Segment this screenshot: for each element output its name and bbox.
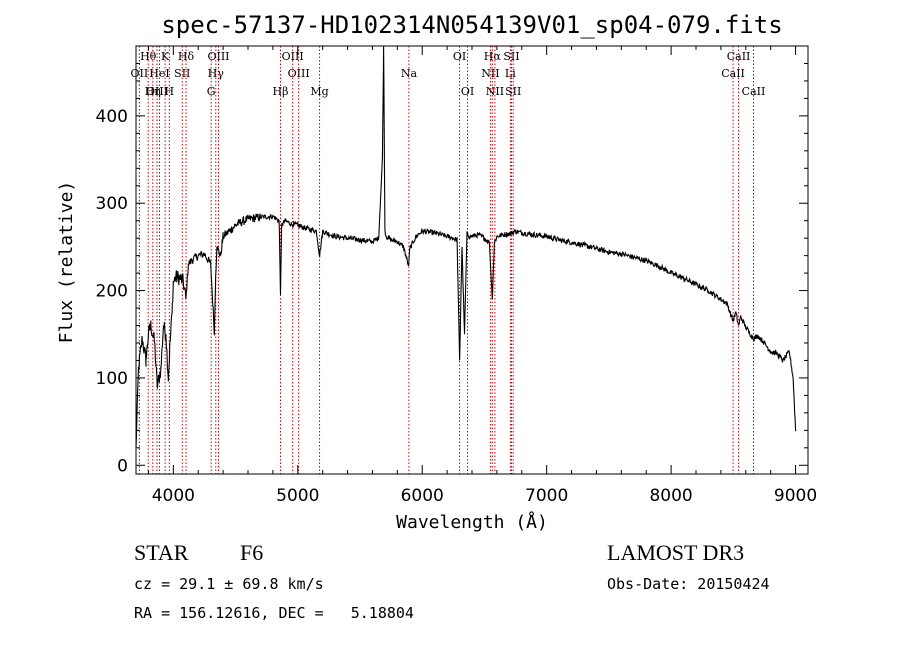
line-label: G xyxy=(207,85,216,98)
x-tick-label: 4000 xyxy=(152,486,195,506)
x-tick-label: 8000 xyxy=(649,486,692,506)
y-tick-label: 100 xyxy=(96,369,128,389)
y-tick-label: 200 xyxy=(96,282,128,302)
line-label: CaII xyxy=(727,50,751,63)
coordinates-info: RA = 156.12616, DEC = 5.18804 xyxy=(134,604,414,622)
spectrum-line xyxy=(135,45,797,448)
line-label: K xyxy=(161,50,170,63)
line-label: HeI xyxy=(149,67,169,80)
line-label: NII xyxy=(486,85,504,98)
redshift-info: cz = 29.1 ± 69.8 km/s xyxy=(134,575,324,593)
x-axis-ticks: 4000 5000 6000 7000 8000 9000 xyxy=(147,46,817,506)
survey-name: LAMOST DR3 xyxy=(607,540,745,565)
line-label: OI xyxy=(453,50,466,63)
y-tick-label: 400 xyxy=(96,107,128,127)
line-label: OIII xyxy=(288,67,310,80)
line-label: NII xyxy=(481,67,499,80)
x-tick-label: 9000 xyxy=(774,486,817,506)
line-label: Hη xyxy=(145,85,161,98)
plot-frame xyxy=(135,45,809,475)
y-tick-label: 0 xyxy=(117,456,128,476)
line-label: OI xyxy=(461,85,474,98)
line-label: Hδ xyxy=(178,50,195,63)
line-label: H xyxy=(165,85,175,98)
y-tick-label: 300 xyxy=(96,194,128,214)
spectral-line-markers xyxy=(138,46,754,474)
object-subclass: F6 xyxy=(240,540,264,565)
line-label: Mg xyxy=(310,85,328,98)
y-axis-ticks: 0 100 200 300 400 xyxy=(96,62,808,476)
chart-title: spec-57137-HD102314N054139V01_sp04-079.f… xyxy=(161,11,782,39)
line-label: SII xyxy=(174,67,190,80)
line-label: SII xyxy=(503,50,519,63)
line-label: Na xyxy=(401,67,418,80)
x-tick-label: 5000 xyxy=(276,486,319,506)
line-label: CaII xyxy=(721,67,745,80)
x-tick-label: 6000 xyxy=(401,486,444,506)
object-class: STAR xyxy=(134,540,189,565)
line-label: Li xyxy=(505,67,516,80)
line-label: CaII xyxy=(742,85,766,98)
line-label: Hθ xyxy=(140,50,157,63)
y-axis-label: Flux (relative) xyxy=(56,181,77,344)
x-tick-label: 7000 xyxy=(525,486,568,506)
line-label: Hβ xyxy=(273,85,289,98)
line-label: Hγ xyxy=(208,67,225,80)
line-label: OIII xyxy=(207,50,229,63)
line-label: Hα xyxy=(484,50,502,63)
line-label: OIII xyxy=(146,85,168,98)
x-axis-label: Wavelength (Å) xyxy=(396,511,548,533)
line-label: OII xyxy=(131,67,149,80)
observation-date: Obs-Date: 20150424 xyxy=(607,575,770,593)
line-label: OIII xyxy=(282,50,304,63)
line-label: SII xyxy=(505,85,521,98)
